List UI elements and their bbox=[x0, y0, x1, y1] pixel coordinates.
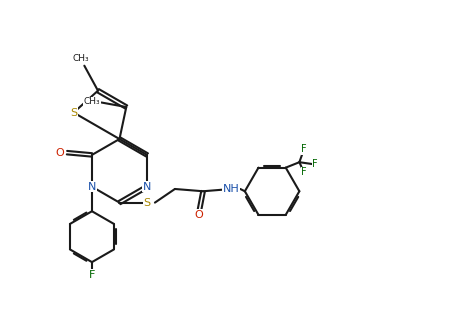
Text: CH₃: CH₃ bbox=[84, 97, 101, 106]
Text: N: N bbox=[88, 182, 96, 192]
Text: CH₃: CH₃ bbox=[72, 54, 89, 63]
Text: F: F bbox=[313, 159, 318, 170]
Text: O: O bbox=[55, 148, 64, 158]
Text: F: F bbox=[301, 144, 307, 154]
Text: O: O bbox=[194, 210, 203, 220]
Text: NH: NH bbox=[223, 184, 239, 194]
Text: F: F bbox=[301, 167, 307, 177]
Text: S: S bbox=[70, 108, 77, 117]
Text: S: S bbox=[143, 197, 150, 208]
Text: N: N bbox=[143, 182, 151, 192]
Text: F: F bbox=[89, 270, 95, 280]
